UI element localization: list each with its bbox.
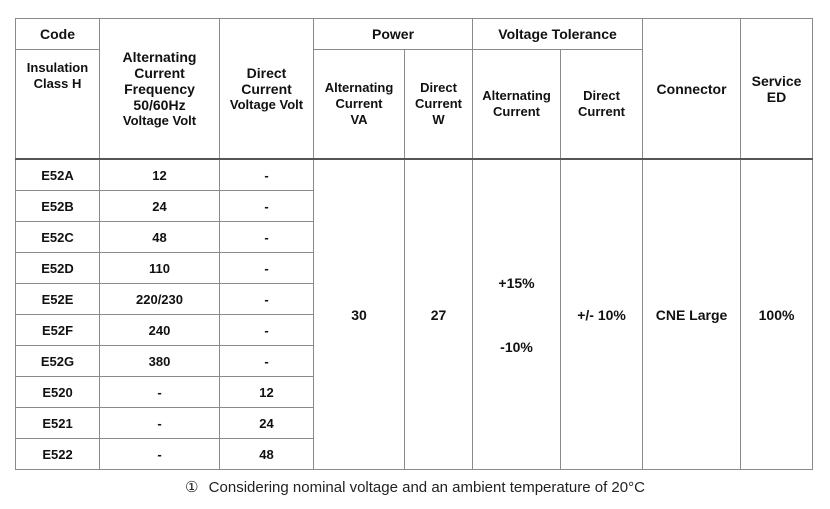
row-code: E520	[15, 376, 100, 408]
row-code: E522	[15, 438, 100, 470]
voltage-tolerance-header: Voltage Tolerance	[472, 18, 644, 50]
row-code: E52F	[15, 314, 100, 346]
row-dc-voltage: 24	[219, 407, 314, 439]
tolerance-ac-value: +15% -10%	[472, 158, 562, 470]
row-dc-voltage: -	[219, 190, 314, 222]
row-code: E52A	[15, 158, 100, 191]
code-header: Code	[15, 18, 100, 50]
row-dc-voltage: -	[219, 158, 314, 191]
row-ac-voltage: 220/230	[99, 283, 220, 315]
connector-value: CNE Large	[642, 158, 742, 470]
row-dc-voltage: -	[219, 314, 314, 346]
tolerance-dc-header: Direct Current	[560, 49, 644, 160]
row-dc-voltage: -	[219, 221, 314, 253]
row-ac-voltage: 240	[99, 314, 220, 346]
row-ac-voltage: 110	[99, 252, 220, 284]
row-ac-voltage: 12	[99, 158, 220, 191]
row-code: E52G	[15, 345, 100, 377]
specification-table: Code Alternating Current Frequency 50/60…	[15, 18, 814, 470]
footnote: ① Considering nominal voltage and an amb…	[0, 478, 830, 496]
footnote-text: Considering nominal voltage and an ambie…	[208, 479, 645, 496]
row-ac-voltage: -	[99, 376, 220, 408]
power-dc-value: 27	[403, 158, 474, 470]
row-dc-voltage: 48	[219, 438, 314, 470]
row-code: E52D	[15, 252, 100, 284]
insulation-header: Insulation Class H	[15, 49, 100, 160]
row-dc-voltage: -	[219, 283, 314, 315]
service-value: 100%	[740, 158, 814, 470]
tolerance-ac-minus: -10%	[500, 338, 533, 355]
row-ac-voltage: 48	[99, 221, 220, 253]
row-dc-voltage: -	[219, 345, 314, 377]
row-dc-voltage: 12	[219, 376, 314, 408]
power-ac-header: Alternating Current VA	[313, 49, 405, 160]
row-ac-voltage: -	[99, 407, 220, 439]
power-ac-label: Alternating Current	[324, 80, 394, 111]
row-code: E52E	[15, 283, 100, 315]
ac-frequency-title: Alternating Current Frequency 50/60Hz	[122, 48, 197, 113]
row-ac-voltage: -	[99, 438, 220, 470]
row-code: E52B	[15, 190, 100, 222]
tolerance-dc-value: +/- 10%	[560, 158, 644, 470]
power-dc-unit: W	[432, 112, 445, 127]
row-ac-voltage: 24	[99, 190, 220, 222]
connector-header: Connector	[642, 18, 742, 160]
tolerance-ac-header: Alternating Current	[472, 49, 562, 160]
service-label: Service ED	[751, 72, 802, 105]
power-ac-unit: VA	[350, 112, 368, 127]
power-ac-value: 30	[313, 158, 405, 470]
footnote-marker: ①	[185, 479, 199, 496]
dc-voltage-label: Voltage Volt	[229, 96, 304, 112]
ac-voltage-label: Voltage Volt	[122, 112, 197, 128]
power-header: Power	[312, 18, 474, 50]
power-dc-header: Direct Current W	[403, 49, 474, 160]
power-dc-label: Direct Current	[415, 80, 462, 111]
service-header: Service ED	[740, 18, 814, 160]
ac-frequency-header: Alternating Current Frequency 50/60Hz Vo…	[99, 18, 220, 160]
row-code: E521	[15, 407, 100, 439]
row-code: E52C	[15, 221, 100, 253]
dc-title: Direct Current	[241, 64, 292, 97]
dc-header: Direct Current Voltage Volt	[219, 18, 314, 160]
row-dc-voltage: -	[219, 252, 314, 284]
tolerance-ac-plus: +15%	[498, 274, 535, 291]
row-ac-voltage: 380	[99, 345, 220, 377]
